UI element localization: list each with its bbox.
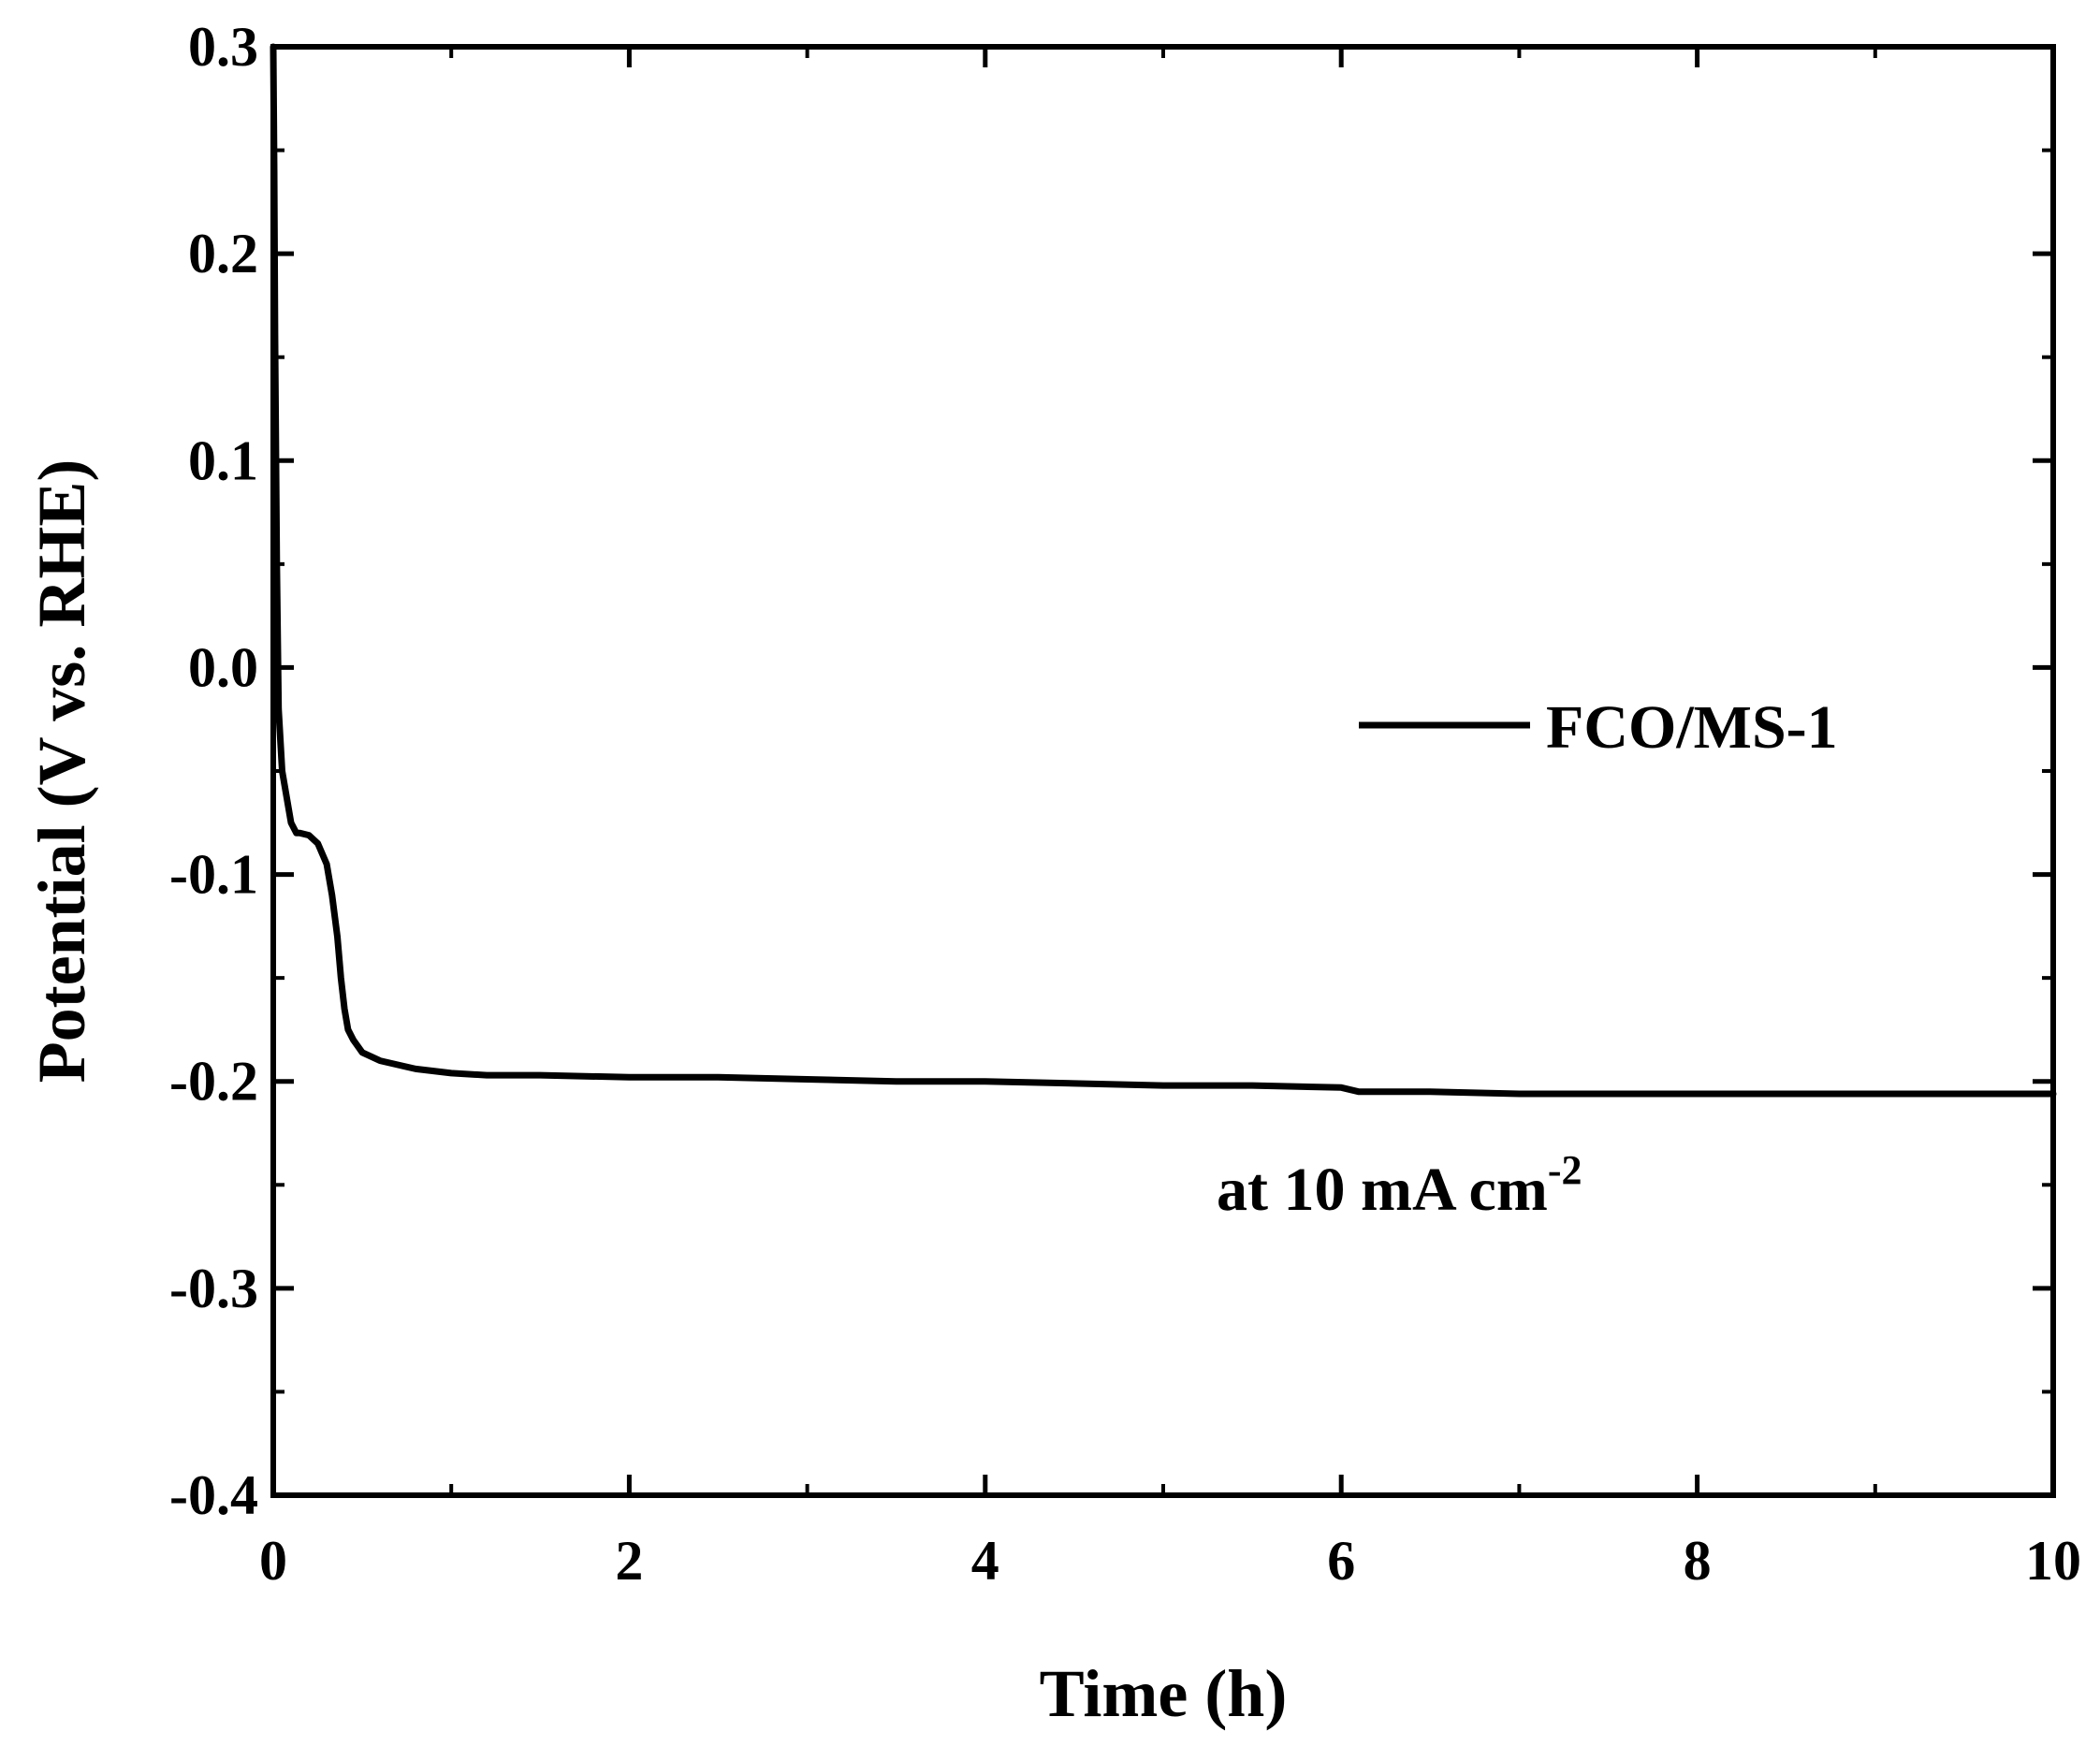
y-tick-label: -0.3 [169, 1258, 258, 1319]
y-tick-label: 0.1 [188, 429, 258, 491]
y-tick-label: 0.3 [188, 16, 258, 78]
y-tick-label: -0.4 [169, 1464, 258, 1526]
x-tick-label: 10 [2025, 1530, 2081, 1592]
x-tick-label: 6 [1327, 1530, 1355, 1592]
tick-labels: 0 2 4 6 8 10 -0.4 -0.3 -0.2 -0.1 0.0 0.1 0.2 0.3 [169, 16, 2081, 1592]
legend: FCO/MS-1 [1359, 693, 1838, 762]
legend-label: FCO/MS-1 [1546, 693, 1838, 762]
series-line-fco-ms-1 [270, 43, 2057, 1098]
plot-frame [270, 44, 2056, 1498]
y-tick-label: 0.0 [188, 636, 258, 698]
x-tick-label: 8 [1684, 1530, 1712, 1592]
y-tick-label: -0.2 [169, 1051, 258, 1113]
y-tick-label: 0.2 [188, 223, 258, 284]
annotation-text: at 10 mA cm [1217, 1156, 1548, 1224]
x-tick-label: 2 [615, 1530, 643, 1592]
annotation-superscript: -2 [1548, 1147, 1582, 1193]
y-axis-label: Potential (V vs. RHE) [24, 459, 99, 1084]
annotation: at 10 mA cm-2 [1217, 1147, 1582, 1224]
axis-ticks [270, 44, 2056, 1498]
x-axis-label: Time (h) [1040, 1656, 1288, 1731]
x-tick-label: 4 [971, 1530, 999, 1592]
x-tick-label: 0 [259, 1530, 287, 1592]
y-tick-label: -0.1 [169, 844, 258, 906]
